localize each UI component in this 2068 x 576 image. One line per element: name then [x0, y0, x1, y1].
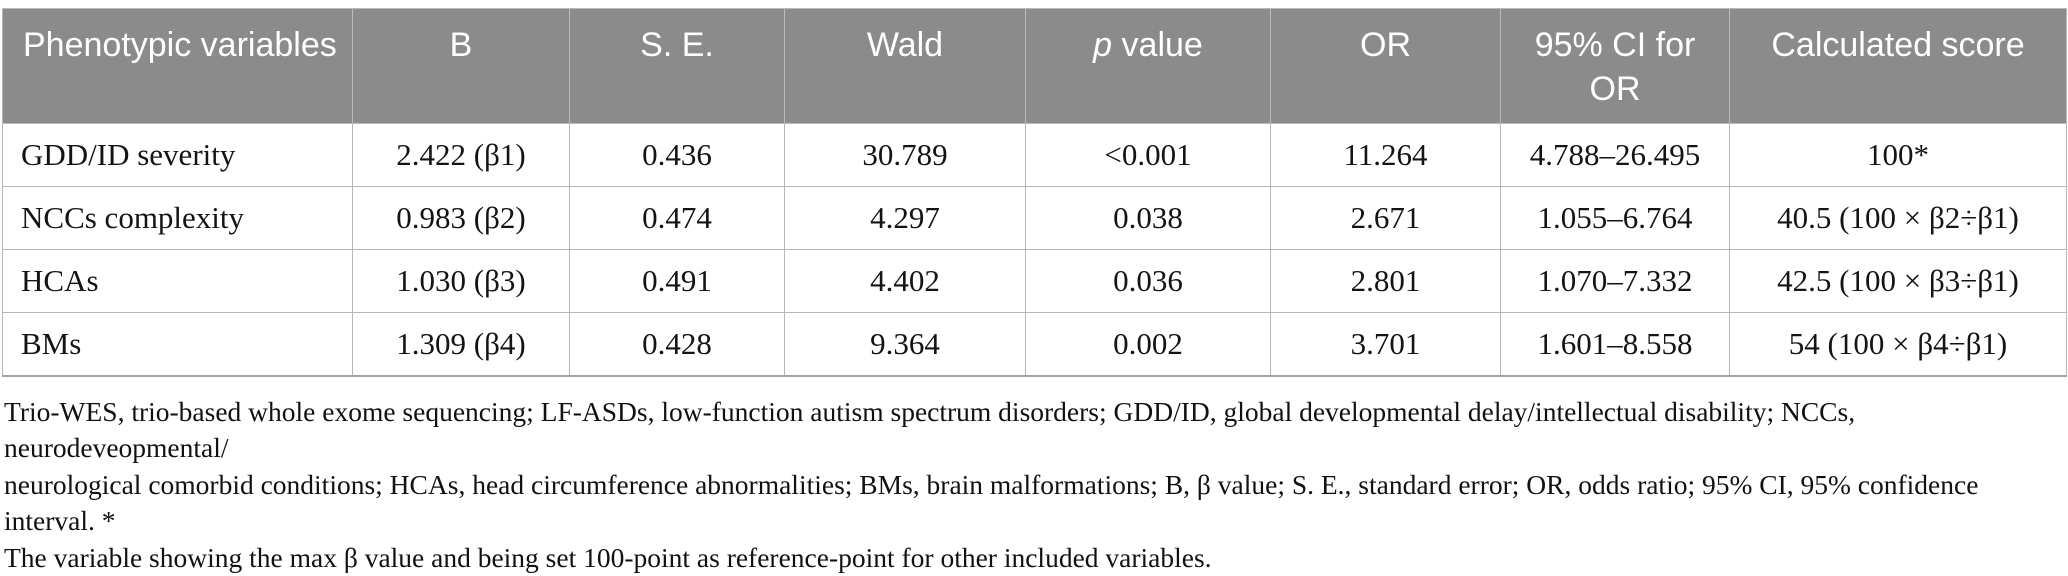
cell-b: 1.309 (β4): [353, 313, 570, 376]
cell-variable: HCAs: [3, 250, 353, 313]
cell-p-value: 0.036: [1026, 250, 1271, 313]
col-header-b: B: [353, 9, 570, 124]
p-value-italic-p: p: [1093, 26, 1112, 64]
col-header-calculated-score: Calculated score: [1730, 9, 2067, 124]
cell-or: 3.701: [1271, 313, 1501, 376]
cell-or: 2.801: [1271, 250, 1501, 313]
logistic-regression-table: Phenotypic variables B S. E. Wald p valu…: [2, 8, 2067, 377]
cell-variable: NCCs complexity: [3, 187, 353, 250]
col-header-wald: Wald: [785, 9, 1026, 124]
p-value-rest: value: [1112, 26, 1203, 64]
cell-ci: 1.601–8.558: [1501, 313, 1730, 376]
cell-wald: 30.789: [785, 124, 1026, 187]
cell-variable: BMs: [3, 313, 353, 376]
table-row-nccs-complexity: NCCs complexity 0.983 (β2) 0.474 4.297 0…: [3, 187, 2067, 250]
cell-wald: 4.297: [785, 187, 1026, 250]
cell-se: 0.474: [570, 187, 785, 250]
cell-or: 11.264: [1271, 124, 1501, 187]
cell-wald: 9.364: [785, 313, 1026, 376]
col-header-se: S. E.: [570, 9, 785, 124]
footnote-line-1: Trio-WES, trio-based whole exome sequenc…: [4, 394, 2068, 467]
cell-calculated-score: 40.5 (100 × β2÷β1): [1730, 187, 2067, 250]
table-row-bms: BMs 1.309 (β4) 0.428 9.364 0.002 3.701 1…: [3, 313, 2067, 376]
cell-b: 0.983 (β2): [353, 187, 570, 250]
cell-se: 0.428: [570, 313, 785, 376]
table-header-row: Phenotypic variables B S. E. Wald p valu…: [3, 9, 2067, 124]
cell-se: 0.491: [570, 250, 785, 313]
cell-wald: 4.402: [785, 250, 1026, 313]
cell-variable: GDD/ID severity: [3, 124, 353, 187]
col-header-ci: 95% CI for OR: [1501, 9, 1730, 124]
cell-calculated-score: 42.5 (100 × β3÷β1): [1730, 250, 2067, 313]
cell-b: 2.422 (β1): [353, 124, 570, 187]
cell-ci: 4.788–26.495: [1501, 124, 1730, 187]
cell-p-value: 0.002: [1026, 313, 1271, 376]
col-header-phenotypic-variables: Phenotypic variables: [3, 9, 353, 124]
footnote-line-2: neurological comorbid conditions; HCAs, …: [4, 467, 2068, 540]
table-footnote: Trio-WES, trio-based whole exome sequenc…: [4, 394, 2068, 576]
cell-ci: 1.055–6.764: [1501, 187, 1730, 250]
col-header-or: OR: [1271, 9, 1501, 124]
cell-calculated-score: 100*: [1730, 124, 2067, 187]
cell-calculated-score: 54 (100 × β4÷β1): [1730, 313, 2067, 376]
cell-p-value: 0.038: [1026, 187, 1271, 250]
footnote-line-3: The variable showing the max β value and…: [4, 540, 2068, 576]
cell-or: 2.671: [1271, 187, 1501, 250]
table-row-hcas: HCAs 1.030 (β3) 0.491 4.402 0.036 2.801 …: [3, 250, 2067, 313]
cell-ci: 1.070–7.332: [1501, 250, 1730, 313]
cell-b: 1.030 (β3): [353, 250, 570, 313]
cell-se: 0.436: [570, 124, 785, 187]
col-header-p-value: p value: [1026, 9, 1271, 124]
table-row-gdd-id-severity: GDD/ID severity 2.422 (β1) 0.436 30.789 …: [3, 124, 2067, 187]
cell-p-value: <0.001: [1026, 124, 1271, 187]
